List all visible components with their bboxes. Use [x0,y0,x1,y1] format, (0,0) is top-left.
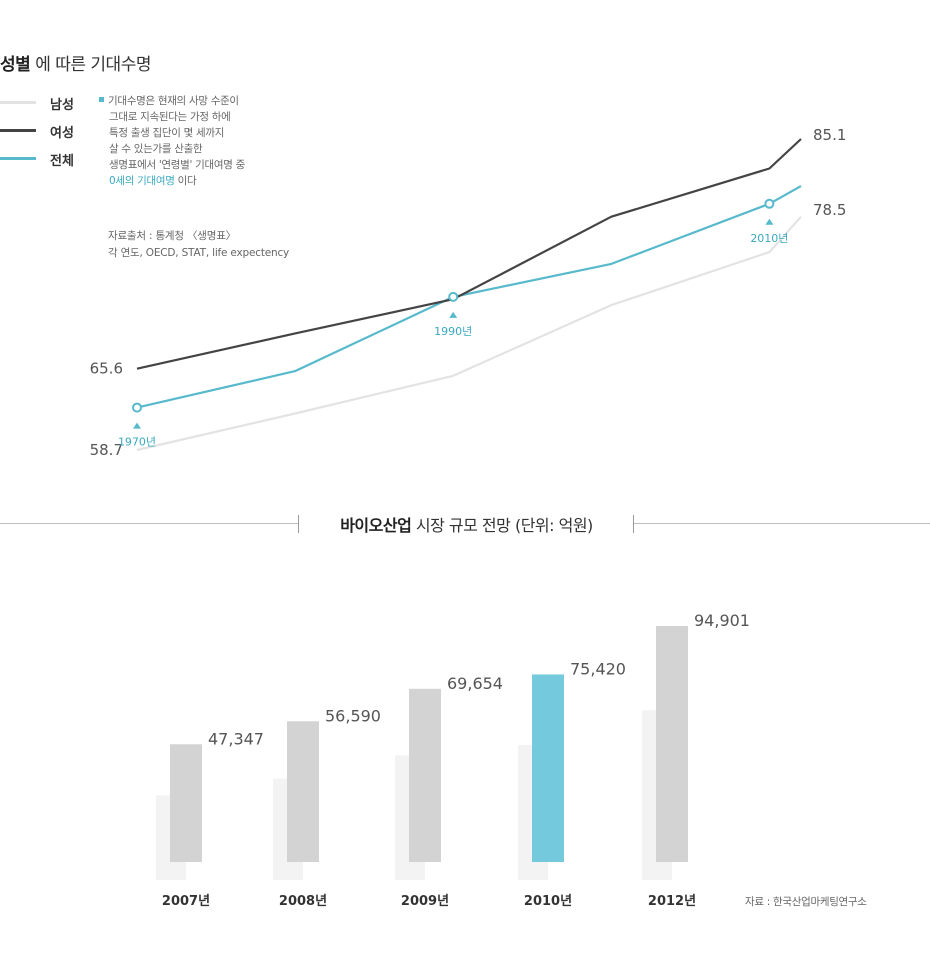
bar-category-label: 2012년 [648,894,696,909]
legend-line-total [0,157,36,160]
source-line-2: 각 연도, OECD, STAT, life expectency [108,247,290,259]
note-line-2: 그대로 지속된다는 가정 하에 [109,111,231,123]
series-line-total [136,185,802,409]
label-female-start: 65.6 [90,360,123,378]
definition-note: 기대수명은 현재의 사망 수준이 그대로 지속된다는 가정 하에 특정 출생 집… [99,93,299,189]
marker-triangle-icon [449,311,458,318]
note-line-1: 기대수명은 현재의 사망 수준이 [99,93,299,109]
note-line-4: 살 수 있는가를 산출한 [109,143,203,155]
bar-value-label: 75,420 [570,659,626,678]
bar-value-label: 69,654 [447,674,503,693]
series-line-male [136,215,802,452]
marker-label-1970: 1970년 [118,436,156,449]
legend-line-female [0,129,36,132]
note-line-6: 0세의 기대여명 이다 [99,173,299,189]
legend-label-total: 전체 [50,154,74,169]
marker-label-1990: 1990년 [434,325,472,338]
bar-shadow [642,710,672,880]
bar-category-label: 2009년 [401,894,449,909]
bar-2010년 [532,674,564,862]
marker-triangle-icon [765,218,774,225]
marker-label-2010: 2010년 [750,232,788,245]
bar-shadow [273,778,303,880]
legend-label-male: 남성 [50,98,74,113]
bar-category-label: 2010년 [524,894,572,909]
bar-2012년 [656,626,688,862]
legend-line-male [0,101,36,104]
marker-point-1990 [448,291,459,302]
label-female-end: 85.1 [813,126,846,144]
bar-value-label: 56,590 [325,706,381,725]
bar-shadow [395,755,425,880]
note-bullet-icon [99,97,104,102]
bar-value-label: 47,347 [208,729,264,748]
bar-shadow [156,795,186,880]
bar-category-label: 2007년 [162,894,210,909]
divider-right-tick [633,515,634,533]
bio-market-title: 바이오산업 시장 규모 전망 (단위: 억원) [300,512,633,536]
section2-title-bold: 바이오산업 [340,516,412,535]
marker-triangle-icon [133,422,141,429]
bar-category-label: 2008년 [279,894,327,909]
source-line-1: 자료출처 : 통계청 〈생명표〉 [108,230,236,242]
legend-label-female: 여성 [50,126,74,141]
bar-2009년 [409,688,441,862]
label-male-start: 58.7 [90,441,123,459]
life-expectancy-title: 성별 에 따른 기대수명 [0,50,151,75]
bar-2008년 [287,721,319,862]
label-male-end: 78.5 [813,201,846,219]
bar-value-label: 94,901 [694,611,750,630]
section2-title-rest: 시장 규모 전망 (단위: 억원) [411,516,593,535]
divider-right [634,523,930,524]
life-expectancy-source: 자료출처 : 통계청 〈생명표〉 각 연도, OECD, STAT, life … [108,228,289,262]
marker-point-2010 [764,198,775,209]
note-line-5: 생명표에서 '연령별' 기대여명 중 [109,159,245,171]
title-bold: 성별 [0,55,31,75]
title-rest: 에 따른 기대수명 [35,55,151,75]
series-line-female [136,138,802,370]
life-expectancy-line-chart: 65.6 58.7 85.1 78.5 1970년 1990년 2010년 [90,126,847,459]
note-text-1: 기대수명은 현재의 사망 수준이 [108,95,239,107]
bar-2007년 [170,744,202,862]
divider-left-tick [298,515,299,533]
marker-point-1970 [132,402,142,413]
note-highlight: 0세의 기대여명 [109,175,175,187]
note-suffix: 이다 [174,175,197,187]
bar-shadow [518,744,548,880]
note-line-3: 특정 출생 집단이 몇 세까지 [109,127,225,139]
divider-left [0,523,298,524]
bio-market-source: 자료 : 한국산업마케팅연구소 [745,896,867,908]
